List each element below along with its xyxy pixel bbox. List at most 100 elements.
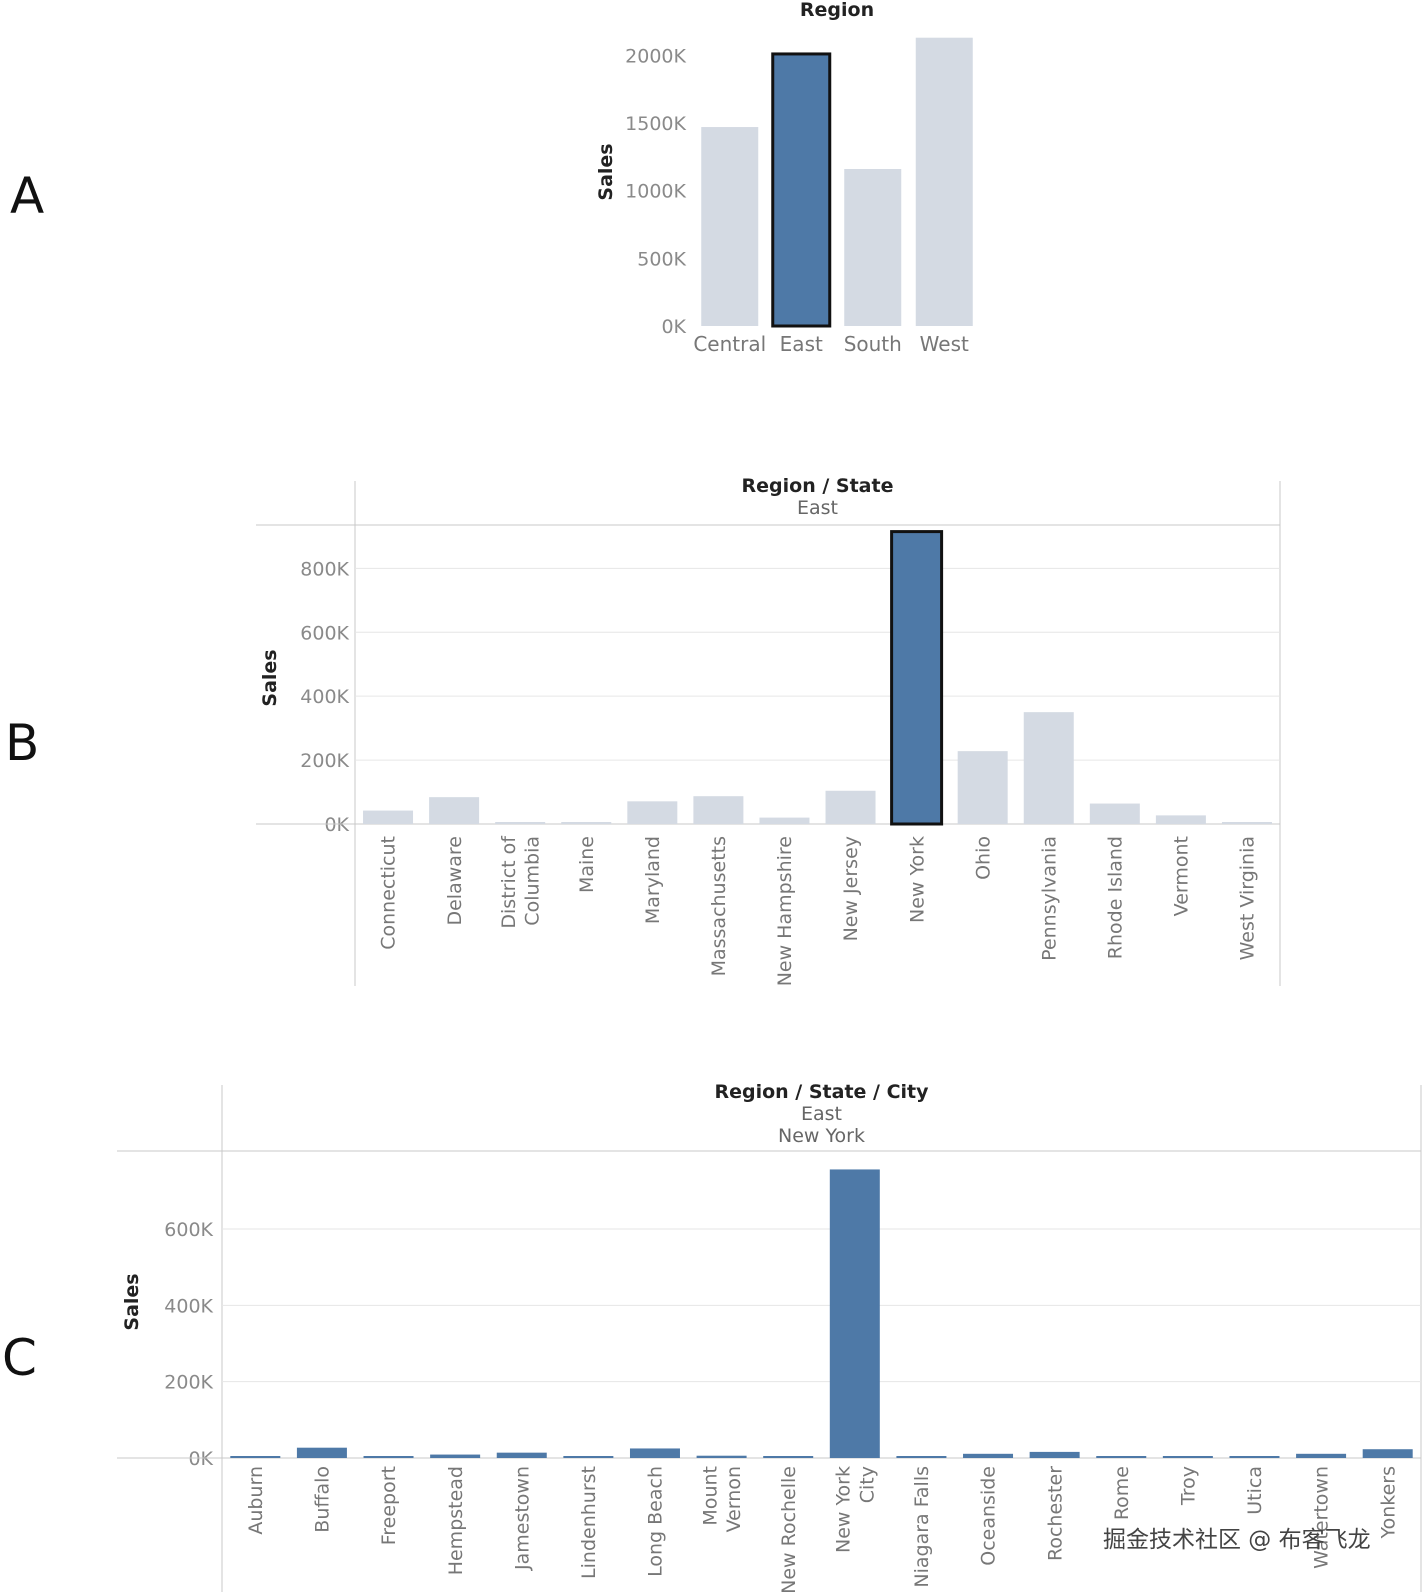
x-tick-label: New Rochelle [778,1466,800,1592]
x-tick-label: Niagara Falls [911,1466,933,1588]
x-tick-label: Ohio [972,836,994,880]
y-axis-title: Sales [121,1273,143,1330]
panel-label-b: B [5,714,39,772]
x-tick-label: New YorkCity [833,1466,879,1553]
bar-niagara-falls [896,1456,947,1458]
chart-title: Region [800,0,874,21]
y-tick-label: 400K [164,1295,213,1317]
y-tick-label: 500K [637,248,686,270]
bar-rhode-island [1089,803,1140,824]
x-tick-label: West Virginia [1237,836,1259,960]
x-tick-label: MountVernon [699,1466,745,1532]
bar-watertown [1296,1453,1347,1458]
header-level-1: East [801,1103,842,1125]
x-tick-label: New Jersey [840,836,862,941]
x-tick-label: Utica [1244,1466,1266,1515]
x-tick-label: Rhode Island [1104,836,1126,959]
bar-oceanside [963,1453,1014,1458]
bar-troy [1162,1456,1213,1458]
bar-buffalo [296,1447,347,1458]
bar-mount-vernon [696,1455,747,1458]
y-tick-label: 400K [300,686,349,708]
bar-west-virginia [1221,822,1272,824]
bar-freeport [363,1456,414,1458]
y-axis-title: Sales [259,649,281,706]
y-tick-label: 200K [300,750,349,772]
x-tick-label: South [844,332,902,356]
y-tick-label: 200K [164,1372,213,1394]
y-tick-label: 800K [300,558,349,580]
x-tick-label: Freeport [378,1466,400,1545]
x-tick-label: Oceanside [978,1466,1000,1566]
bar-rochester [1029,1451,1080,1458]
header-level-1: East [797,497,838,519]
x-tick-label: Lindenhurst [578,1466,600,1579]
chart-region: Region 0K 500K 1000K 1500K 2000K Sales Central E… [595,0,973,356]
bar-delaware [429,797,480,824]
y-tick-label: 0K [188,1448,213,1470]
bar-pennsylvania [1023,712,1074,824]
bar-hempstead [430,1454,481,1458]
x-tick-label: Auburn [245,1466,267,1535]
bar-south [844,168,902,326]
x-tick-label: Delaware [444,836,466,926]
panel-label-c: C [2,1329,37,1387]
watermark-text: 掘金技术社区 @ 布客飞龙 [1103,1527,1371,1553]
bar-jamestown [496,1452,547,1458]
x-tick-label: Vermont [1171,836,1193,916]
x-tick-label: Long Beach [645,1466,667,1577]
x-tick-label: Rochester [1044,1466,1066,1561]
x-tick-label: Massachusetts [708,836,730,976]
x-tick-label: Rome [1111,1466,1133,1520]
x-tick-label: Central [693,332,766,356]
x-tick-label: Jamestown [511,1466,533,1571]
panel-label-a: A [10,167,44,225]
x-tick-label: Buffalo [312,1466,334,1533]
bar-utica [1229,1456,1280,1458]
y-tick-label: 600K [164,1219,213,1241]
bar-auburn [230,1456,281,1458]
y-tick-label: 0K [661,316,686,338]
bar-lindenhurst [563,1456,614,1458]
bar-district-of-columbia [495,822,546,824]
y-tick-label: 1500K [625,113,686,135]
bar-maryland [627,801,678,824]
x-tick-label: Hempstead [445,1466,467,1575]
x-tick-label: Maryland [642,836,664,924]
bar-massachusetts [693,796,744,824]
x-tick-label: Connecticut [378,836,400,950]
bar-long-beach [629,1448,680,1458]
bar-connecticut [363,810,414,824]
x-tick-label: Pennsylvania [1038,836,1060,961]
x-tick-label: East [780,332,823,356]
x-tick-label: Troy [1178,1466,1200,1506]
y-tick-label: 0K [324,814,349,836]
chart-title: Region / State [742,475,894,497]
bar-ohio [957,751,1008,824]
bar-new-york [890,530,944,826]
bar-new-jersey [825,790,876,824]
bar-west [915,37,973,327]
bar-east [771,52,832,328]
x-tick-label: Maine [576,836,598,893]
bar-central [701,127,759,327]
bar-vermont [1155,815,1206,824]
x-tick-label: District ofColumbia [498,835,544,929]
y-tick-label: 600K [300,622,349,644]
header-level-2: New York [778,1125,865,1147]
bar-maine [561,822,612,824]
y-tick-label: 2000K [625,45,686,67]
bar-rome [1096,1456,1147,1458]
x-tick-label: West [920,332,969,356]
bar-yonkers [1362,1449,1413,1458]
x-tick-label: New Hampshire [774,836,796,986]
bar-new-york-city [829,1169,880,1458]
y-axis-title: Sales [595,143,617,200]
y-tick-label: 1000K [625,181,686,203]
bar-new-hampshire [759,817,810,824]
x-tick-label: New York [906,836,928,923]
bar-new-rochelle [763,1456,814,1458]
